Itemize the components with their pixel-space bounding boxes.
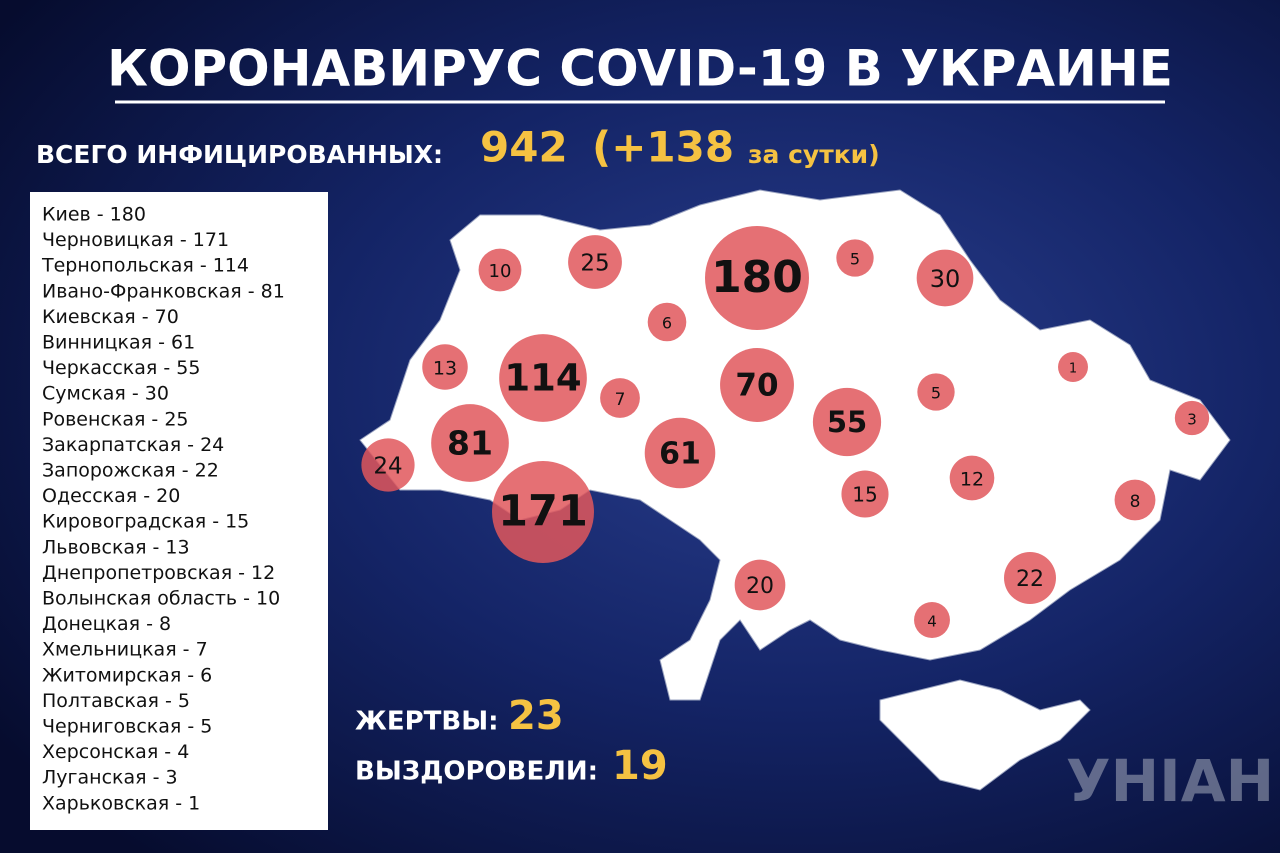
list-item: Одесская - 20 [42, 485, 180, 507]
bubble-label: 22 [1016, 567, 1044, 592]
list-item: Харьковская - 1 [42, 792, 200, 814]
total-increase: (+138 [592, 123, 734, 172]
bubble [478, 248, 522, 292]
logo: УНІАН [1066, 747, 1274, 815]
list-item: Херсонская - 4 [42, 741, 189, 763]
list-item: Ровенская - 25 [42, 408, 189, 430]
list-item: Черкасская - 55 [42, 357, 200, 379]
bubble [1058, 352, 1088, 382]
bubble [600, 378, 640, 418]
bubble-label: 12 [960, 469, 984, 491]
bubble-label: 81 [447, 424, 493, 463]
map-crimea [879, 679, 1091, 791]
bubble [917, 373, 955, 411]
total-increase-note: за сутки) [748, 140, 880, 169]
list-item: Волынская область - 10 [42, 588, 280, 610]
bubble-label: 6 [662, 314, 672, 333]
bubble-label: 70 [735, 368, 778, 404]
bubble-label: 5 [931, 384, 941, 403]
bubble [422, 344, 468, 390]
bubble-label: 5 [850, 250, 860, 269]
bubble-label: 3 [1187, 411, 1197, 429]
list-item: Киевская - 70 [42, 306, 179, 328]
list-item: Полтавская - 5 [42, 690, 190, 712]
bubble [647, 302, 687, 342]
list-item: Закарпатская - 24 [42, 434, 224, 456]
title: КОРОНАВИРУС COVID-19 В УКРАИНЕ [107, 40, 1173, 98]
list-item: Хмельницкая - 7 [42, 639, 208, 661]
bubble [499, 334, 587, 422]
bubble [734, 559, 786, 611]
bubble-label: 171 [498, 487, 588, 537]
list-item: Житомирская - 6 [42, 664, 212, 686]
bubble-label: 55 [827, 405, 867, 439]
total-label: ВСЕГО ИНФИЦИРОВАННЫХ: [36, 140, 443, 169]
total-value: 942 [480, 123, 568, 172]
bubble-label: 13 [433, 358, 457, 380]
bubble [720, 348, 794, 422]
list-item: Ивано-Франковская - 81 [42, 280, 285, 302]
bubble [1004, 552, 1056, 604]
bubble [836, 239, 874, 277]
deaths-value: 23 [508, 693, 564, 739]
deaths-label: ЖЕРТВЫ: [355, 707, 499, 737]
list-item: Тернопольская - 114 [41, 255, 249, 277]
bubble-label: 25 [580, 251, 609, 277]
list-item: Запорожская - 22 [42, 460, 219, 482]
bubble-label: 1 [1069, 362, 1077, 377]
bubble-label: 15 [852, 483, 877, 507]
list-item: Луганская - 3 [42, 767, 178, 789]
bubble-label: 7 [615, 390, 626, 410]
recovered-label: ВЫЗДОРОВЕЛИ: [355, 757, 598, 787]
list-item: Винницкая - 61 [42, 332, 195, 354]
recovered-value: 19 [612, 743, 668, 789]
bubble-label: 180 [711, 252, 803, 303]
bubble-label: 61 [659, 437, 701, 472]
bubble [568, 235, 622, 289]
list-item: Кировоградская - 15 [42, 511, 249, 533]
list-item: Львовская - 13 [42, 536, 190, 558]
bubble-label: 10 [489, 261, 512, 282]
list-item: Черновицкая - 171 [42, 229, 229, 251]
bubble [492, 461, 594, 563]
bubble-label: 4 [927, 613, 937, 631]
bubble [841, 470, 889, 518]
list-item: Черниговская - 5 [42, 716, 212, 738]
list-item: Донецкая - 8 [42, 613, 171, 635]
list-item: Днепропетровская - 12 [42, 562, 275, 584]
bubble-label: 24 [373, 454, 402, 480]
bubble [431, 404, 509, 482]
list-item: Сумская - 30 [42, 383, 169, 405]
bubble [812, 387, 882, 457]
list-panel [30, 192, 328, 830]
bubble [1114, 479, 1156, 521]
bubble-label: 8 [1130, 492, 1141, 512]
bubble-label: 30 [930, 265, 961, 293]
bubble-label: 114 [504, 357, 581, 400]
bubble-label: 20 [746, 574, 774, 599]
region-list: Киев - 180 Черновицкая - 171 Тернопольская… [41, 204, 285, 815]
bubble [914, 602, 950, 638]
bubble [361, 438, 415, 492]
list-item: Киев - 180 [42, 204, 146, 226]
bubble [916, 249, 974, 307]
bubble [644, 417, 716, 489]
bubble [705, 226, 809, 330]
bubble [1174, 400, 1210, 436]
bubble [949, 455, 995, 501]
